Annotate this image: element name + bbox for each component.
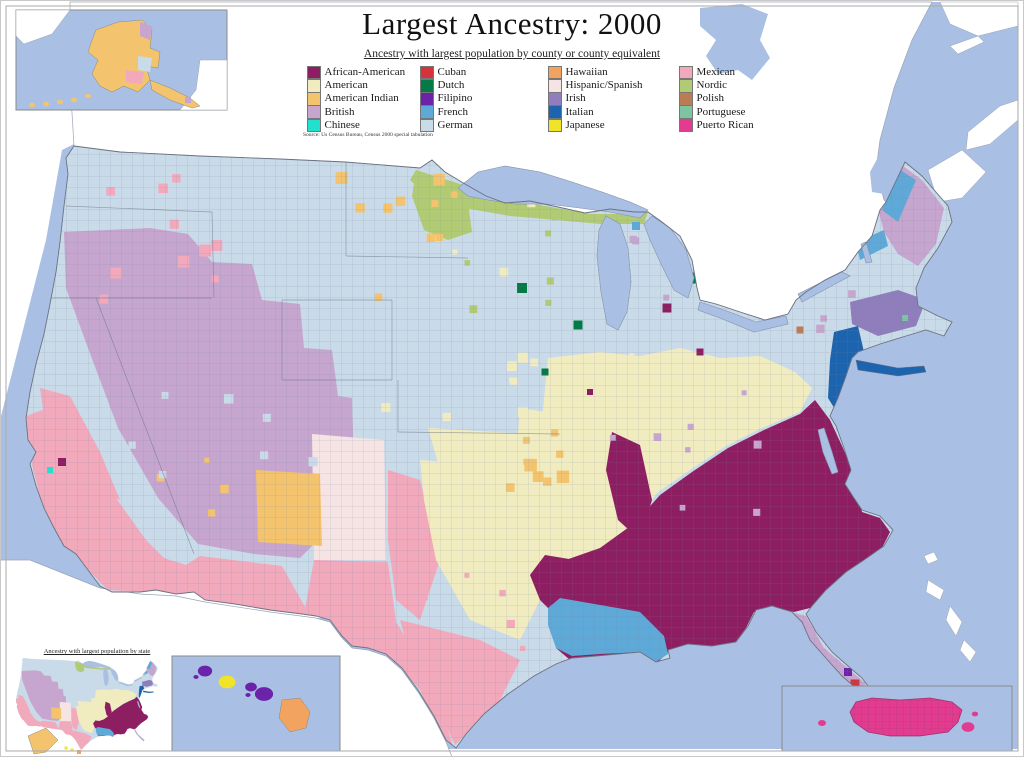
legend-item-german: German: [420, 118, 548, 133]
legend-item-polish: Polish: [679, 92, 787, 106]
page-subtitle: Ancestry with largest population by coun…: [363, 48, 661, 60]
legend-label: Cuban: [437, 66, 467, 79]
legend-label: Hispanic/Spanish: [565, 79, 643, 92]
legend-label: Dutch: [437, 79, 465, 92]
legend-swatch-german: [420, 118, 434, 133]
legend-label: African-American: [324, 66, 406, 79]
legend-label: American: [324, 79, 368, 92]
legend-swatch-italian: [548, 105, 562, 119]
puerto-rico-inset: [781, 685, 1013, 752]
legend-column: Hawaiian Hispanic/Spanish Irish Italian Japa…: [548, 65, 679, 133]
page-title: Largest Ancestry: 2000: [362, 6, 662, 41]
legend-item-irish: Irish: [548, 92, 679, 106]
legend-column: African-American American American Indian B…: [307, 65, 420, 133]
legend-swatch-american_indian: [307, 92, 321, 106]
legend-label: Mexican: [696, 66, 735, 79]
legend-label: French: [437, 105, 469, 118]
legend-item-african_american: African-American: [307, 65, 420, 80]
legend-item-british: British: [307, 105, 420, 119]
legend-label: Japanese: [565, 118, 605, 131]
legend-label: Puerto Rican: [696, 118, 754, 131]
legend-swatch-japanese: [548, 118, 562, 133]
legend-label: Irish: [565, 92, 586, 105]
legend-item-dutch: Dutch: [420, 79, 548, 93]
alaska-inset: [15, 9, 228, 111]
legend-label: British: [324, 105, 355, 118]
legend-column: Mexican Nordic Polish Portuguese Puerto Rica…: [679, 65, 787, 133]
hawaii-inset: [171, 655, 341, 752]
legend-swatch-portuguese: [679, 105, 693, 119]
legend-item-italian: Italian: [548, 105, 679, 119]
legend-item-american_indian: American Indian: [307, 92, 420, 106]
legend-swatch-french: [420, 105, 434, 119]
legend-swatch-polish: [679, 92, 693, 106]
legend-label: Chinese: [324, 118, 360, 131]
legend-label: German: [437, 118, 473, 131]
legend-label: American Indian: [324, 92, 399, 105]
legend-swatch-american: [307, 79, 321, 93]
legend-item-american: American: [307, 79, 420, 93]
legend: African-American American American Indian B…: [307, 65, 787, 133]
legend-item-puerto_rican: Puerto Rican: [679, 118, 787, 133]
legend-item-portuguese: Portuguese: [679, 105, 787, 119]
legend-item-mexican: Mexican: [679, 65, 787, 80]
legend-item-french: French: [420, 105, 548, 119]
legend-swatch-nordic: [679, 79, 693, 93]
legend-label: Nordic: [696, 79, 728, 92]
legend-swatch-chinese: [307, 118, 321, 133]
legend-swatch-mexican: [679, 65, 693, 80]
legend-label: Filipino: [437, 92, 473, 105]
legend-item-hawaiian: Hawaiian: [548, 65, 679, 80]
legend-swatch-british: [307, 105, 321, 119]
legend-swatch-filipino: [420, 92, 434, 106]
legend-label: Hawaiian: [565, 66, 608, 79]
legend-item-nordic: Nordic: [679, 79, 787, 93]
legend-swatch-african_american: [307, 65, 321, 80]
legend-item-chinese: Chinese: [307, 118, 420, 133]
legend-swatch-dutch: [420, 79, 434, 93]
legend-swatch-hawaiian: [548, 65, 562, 80]
legend-item-cuban: Cuban: [420, 65, 548, 80]
legend-swatch-irish: [548, 92, 562, 106]
legend-swatch-cuban: [420, 65, 434, 80]
legend-label: Polish: [696, 92, 725, 105]
header: Largest Ancestry: 2000 Ancestry with lar…: [232, 6, 792, 60]
legend-swatch-hispanic: [548, 79, 562, 93]
legend-item-hispanic: Hispanic/Spanish: [548, 79, 679, 93]
legend-column: Cuban Dutch Filipino French German: [420, 65, 548, 133]
source-note: Source: Us Census Bureau, Census 2000 sp…: [303, 132, 433, 138]
state-inset-label: Ancestry with largest population by stat…: [43, 648, 151, 655]
legend-item-japanese: Japanese: [548, 118, 679, 133]
legend-item-filipino: Filipino: [420, 92, 548, 106]
legend-label: Portuguese: [696, 105, 746, 118]
legend-swatch-puerto_rican: [679, 118, 693, 133]
legend-label: Italian: [565, 105, 594, 118]
